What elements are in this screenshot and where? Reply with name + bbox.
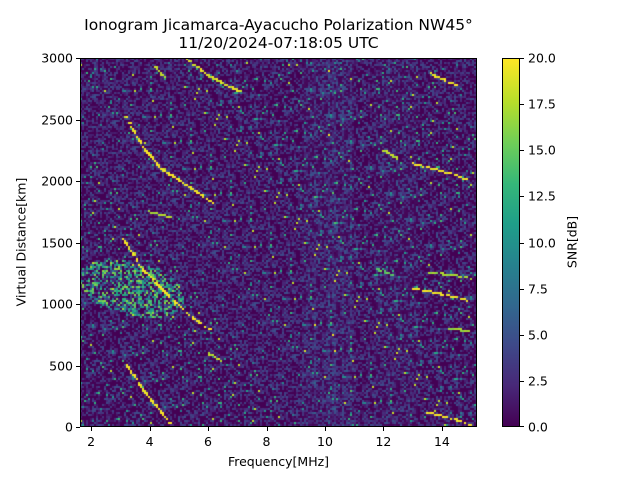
plot-frame (80, 58, 477, 427)
x-tick-mark (383, 427, 384, 431)
y-tick-mark (76, 243, 80, 244)
colorbar (502, 58, 520, 427)
y-tick-mark (76, 120, 80, 121)
colorbar-tick-label: 7.5 (528, 281, 548, 297)
colorbar-tick-mark (520, 335, 524, 336)
x-tick-mark (325, 427, 326, 431)
x-tick-label: 2 (87, 434, 96, 449)
x-tick-label: 8 (262, 434, 271, 449)
colorbar-tick-mark (520, 196, 524, 197)
colorbar-label: SNR[dB] (564, 215, 580, 269)
chart-title: Ionogram Jicamarca-Ayacucho Polarization… (84, 16, 473, 34)
colorbar-tick-mark (520, 289, 524, 290)
colorbar-tick-mark (520, 104, 524, 105)
y-tick-label: 1500 (41, 235, 73, 250)
colorbar-tick-label: 0.0 (528, 419, 548, 435)
colorbar-tick-mark (520, 243, 524, 244)
y-tick-mark (76, 58, 80, 59)
colorbar-tick-mark (520, 381, 524, 382)
y-tick-label: 1000 (41, 296, 73, 312)
y-tick-label: 0 (65, 419, 73, 435)
y-tick-label: 2500 (41, 112, 73, 127)
colorbar-tick-mark (520, 426, 524, 427)
y-tick-mark (76, 181, 80, 182)
y-axis-label: Virtual Distance[km] (13, 177, 29, 307)
y-tick-mark (76, 366, 80, 367)
x-axis-label: Frequency[MHz] (227, 454, 330, 469)
heatmap-image (80, 58, 477, 427)
colorbar-tick-label: 10.0 (528, 235, 556, 250)
x-tick-mark (208, 427, 209, 431)
y-tick-label: 3000 (41, 50, 73, 66)
x-tick-label: 14 (433, 434, 450, 449)
colorbar-tick-label: 12.5 (528, 188, 556, 204)
y-tick-mark (76, 304, 80, 305)
x-tick-label: 10 (317, 434, 333, 449)
x-tick-mark (150, 427, 151, 431)
colorbar-tick-label: 17.5 (528, 96, 556, 112)
colorbar-tick-label: 5.0 (528, 327, 548, 343)
x-tick-label: 6 (204, 434, 213, 449)
y-tick-mark (76, 427, 80, 428)
colorbar-tick-label: 20.0 (528, 50, 556, 66)
x-tick-label: 4 (145, 434, 154, 449)
colorbar-tick-label: 15.0 (528, 142, 556, 158)
colorbar-tick-mark (520, 58, 524, 59)
y-tick-label: 500 (49, 358, 73, 373)
colorbar-tick-label: 2.5 (528, 373, 548, 389)
x-tick-label: 12 (375, 434, 392, 449)
x-tick-mark (91, 427, 92, 431)
y-tick-label: 2000 (41, 173, 73, 189)
colorbar-tick-mark (520, 150, 524, 151)
chart-subtitle: 11/20/2024-07:18:05 UTC (178, 34, 379, 52)
x-tick-mark (442, 427, 443, 431)
x-tick-mark (267, 427, 268, 431)
